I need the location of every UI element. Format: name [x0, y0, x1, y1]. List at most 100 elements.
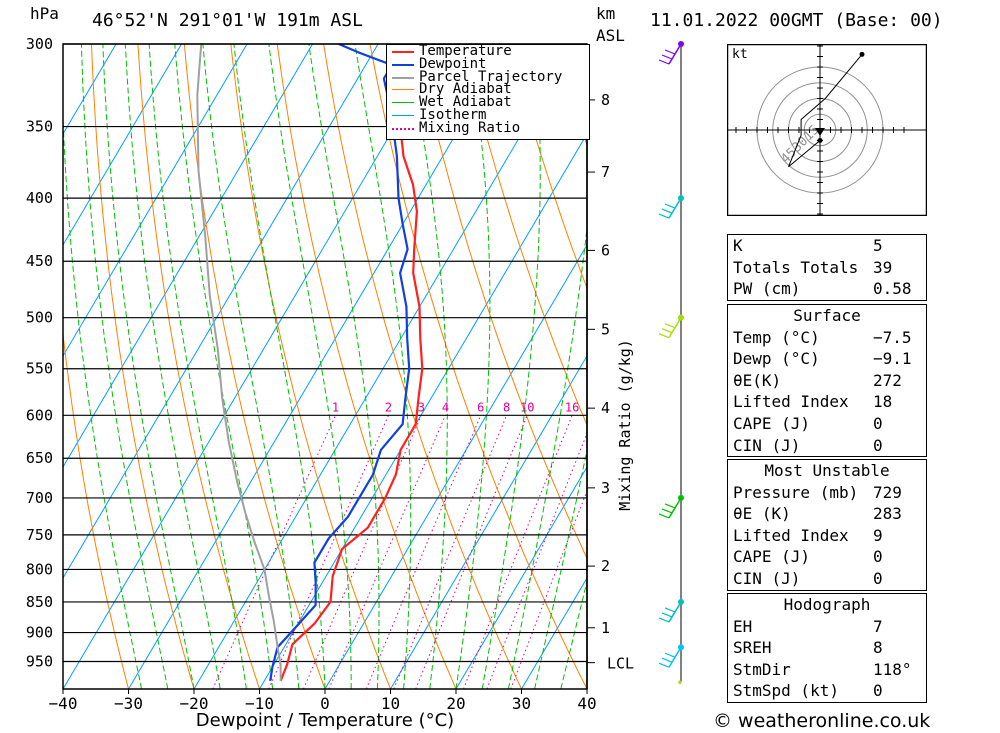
wind-barb-flag — [664, 203, 676, 209]
mu-value: 0 — [873, 568, 883, 588]
mixing-ratio-line — [415, 415, 528, 689]
wind-barb-flag — [661, 612, 673, 618]
profile-parcel-trajectory — [196, 44, 282, 681]
dry-adiabat-line — [276, 44, 457, 689]
wet-adiabat-line — [507, 224, 587, 689]
dry-adiabat-line — [974, 44, 1000, 689]
pressure-tick-label: 300 — [26, 35, 53, 53]
legend-label: Dewpoint — [419, 55, 487, 72]
pressure-tick-label: 500 — [26, 309, 53, 327]
copyright-footer[interactable]: © weatheronline.co.uk — [713, 710, 931, 732]
mixing-ratio-label: 10 — [520, 400, 534, 414]
mixing-ratio-line — [365, 415, 482, 689]
mixing-ratio-line — [510, 489, 587, 689]
mixing-ratio-label: 20 — [587, 400, 601, 414]
x-tick-label: −40 — [49, 694, 78, 713]
dry-adiabat-line — [927, 44, 1000, 689]
mu-label: Pressure (mb) — [733, 482, 859, 502]
pressure-tick-label: 550 — [26, 360, 53, 378]
isobar-lines — [63, 43, 587, 663]
surface-label: Dewp (°C) — [733, 349, 820, 369]
legend-item-dewpoint: Dewpoint — [387, 55, 589, 72]
wet-adiabat-line — [63, 105, 143, 689]
pressure-tick-label: 650 — [26, 449, 53, 467]
wet-adiabat-line — [481, 44, 541, 689]
surface-title: Surface — [793, 306, 861, 325]
wet-adiabat-line — [354, 44, 412, 689]
mu-value: 729 — [873, 482, 902, 502]
mu-value: 0 — [873, 547, 883, 567]
km-tick-label: 5 — [601, 320, 610, 338]
hodo-label: StmDir — [733, 659, 791, 679]
legend-label: Wet Adiabat — [419, 94, 512, 111]
wet-adiabat-line — [534, 447, 587, 689]
surface-value: −9.1 — [873, 349, 912, 369]
legend-swatch — [392, 127, 414, 130]
index-pw-value: 0.58 — [873, 279, 912, 299]
wind-barb-flag — [658, 213, 670, 219]
legend-swatch — [392, 51, 414, 53]
isotherm-line — [259, 132, 587, 689]
surface-label: θE(K) — [733, 370, 782, 390]
wind-barb-flag — [658, 59, 670, 65]
wet-adiabat-line — [174, 44, 274, 689]
legend-label: Parcel Trajectory — [419, 68, 563, 85]
km-axis-label: km — [596, 4, 616, 23]
dry-adiabat-line — [230, 44, 391, 689]
hodo-value: 0 — [873, 681, 883, 701]
legend-swatch — [392, 102, 414, 104]
index-tt-label: Totals Totals — [733, 257, 859, 277]
chart-legend: Temperature Dewpoint Parcel Trajectory D… — [386, 44, 590, 140]
legend-item-parcel: Parcel Trajectory — [387, 68, 589, 85]
hodograph-point — [859, 51, 865, 57]
dry-adiabat-line — [183, 44, 326, 689]
mixing-ratio-line — [268, 415, 389, 689]
legend-label: Isotherm — [419, 106, 487, 123]
pressure-tick-label: 700 — [26, 489, 53, 507]
wet-adiabat-line — [202, 44, 300, 689]
wind-barb-flag — [661, 328, 673, 334]
legend-label: Dry Adiabat — [419, 81, 512, 98]
hodograph-unit-label: kt — [732, 47, 748, 62]
surface-label: Temp (°C) — [733, 327, 820, 347]
dry-adiabat-line — [462, 44, 587, 427]
asl-axis-label: ASL — [596, 26, 625, 45]
wind-barb-flag — [664, 607, 676, 613]
surface-value: 18 — [873, 392, 893, 412]
x-tick-label: 20 — [446, 694, 465, 713]
isotherm-line — [390, 354, 587, 689]
mixing-ratio-label: 1 — [332, 400, 339, 414]
wind-profile-base — [677, 680, 683, 685]
wet-adiabat-line — [407, 44, 448, 689]
dry-adiabat-line — [91, 44, 195, 689]
km-tick-label: 1 — [601, 619, 610, 637]
surface-value: −7.5 — [873, 327, 912, 347]
km-tick-label: 8 — [601, 91, 610, 109]
location-title: 46°52'N 291°01'W 191m ASL — [92, 10, 363, 31]
surface-label: Lifted Index — [733, 392, 849, 412]
wet-adiabat-line — [102, 44, 195, 689]
isotherm-line — [63, 44, 117, 135]
pressure-tick-label: 450 — [26, 252, 53, 270]
hodo-label: StmSpd (kt) — [733, 681, 839, 701]
surface-value: 0 — [873, 435, 883, 455]
km-tick-label: 2 — [601, 557, 610, 575]
wind-barb-flag — [658, 617, 670, 623]
wind-barb-flag — [664, 652, 676, 658]
isotherm-line — [521, 576, 587, 689]
legend-item-wet-adiabat: Wet Adiabat — [387, 94, 589, 111]
mixing-ratio-line — [393, 415, 508, 689]
most-unstable-title: Most Unstable — [764, 461, 890, 480]
index-tt-value: 39 — [873, 257, 893, 277]
isotherm-line — [324, 243, 587, 689]
mu-value: 283 — [873, 504, 902, 524]
isotherm-line — [63, 44, 248, 357]
mixing-ratio-label: 4 — [442, 400, 449, 414]
legend-item-isotherm: Isotherm — [387, 106, 589, 123]
mixing-ratio-label: 6 — [477, 400, 484, 414]
legend-swatch — [392, 76, 414, 79]
mixing-ratio-line — [328, 415, 446, 689]
isotherm-line — [63, 44, 182, 246]
x-axis-title: Dewpoint / Temperature (°C) — [196, 710, 454, 731]
x-tick-label: 10 — [381, 694, 400, 713]
